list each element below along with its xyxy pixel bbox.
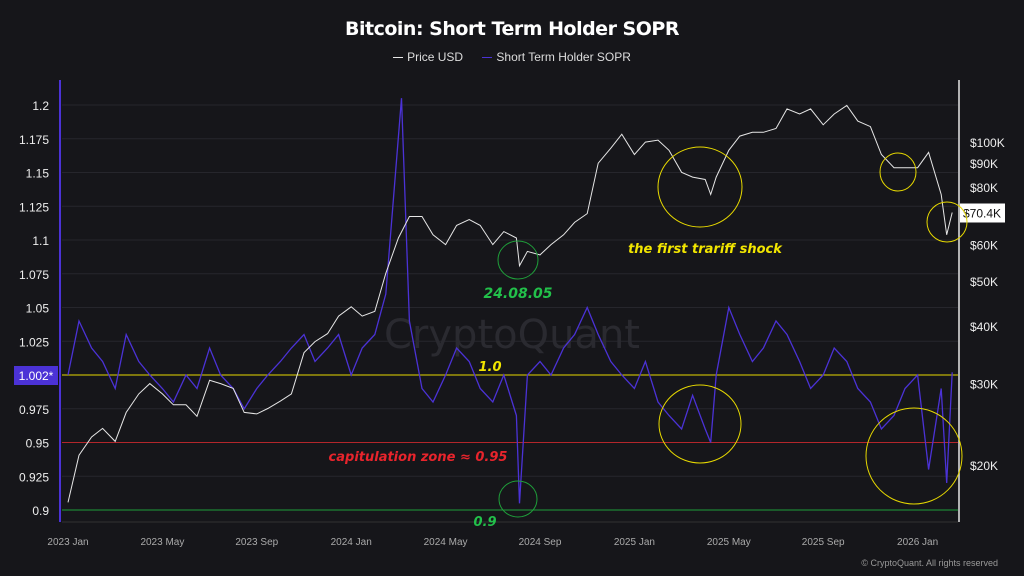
y-left-tick-label: 1.15 <box>26 167 50 181</box>
price-series-line <box>67 104 953 503</box>
legend-label: Price USD <box>407 50 464 64</box>
annotation-circle-aug-price <box>497 240 539 280</box>
y-left-tick-label: 1.2 <box>32 99 49 113</box>
y-right-tick-label: $100K <box>970 136 1005 150</box>
y-right-tick-label: $40K <box>970 320 998 334</box>
x-tick-label: 2024 Jan <box>331 537 372 548</box>
annotation-circle-aug-sopr <box>498 480 538 518</box>
annotation-circle-price-nov <box>879 152 917 192</box>
sopr-series-line <box>67 98 953 504</box>
y-left-tick-label: 1.175 <box>19 133 49 147</box>
legend-swatch <box>393 57 404 59</box>
x-tick-label: 2025 Jan <box>614 537 655 548</box>
y-left-tick-label: 1.125 <box>19 200 49 214</box>
x-tick-label: 2023 May <box>140 537 184 548</box>
y-left-tick-label: 1.025 <box>19 335 49 349</box>
chart-title: Bitcoin: Short Term Holder SOPR <box>345 18 679 40</box>
current-sopr-badge <box>14 366 58 385</box>
x-tick-label: 2025 Sep <box>802 537 845 548</box>
footer-copyright: © CryptoQuant. All rights reserved <box>861 558 998 568</box>
current-price-badge <box>960 203 1005 223</box>
reference-label-1-0: 1.0 <box>478 360 501 375</box>
y-right-tick-label: $60K <box>970 239 998 253</box>
x-tick-label: 2024 May <box>424 537 468 548</box>
x-tick-label: 2023 Jan <box>47 537 88 548</box>
y-right-tick-label: $50K <box>970 275 998 289</box>
reference-label-0-9: 0.9 <box>473 515 496 530</box>
y-left-tick-label: 0.925 <box>19 470 49 484</box>
y-right-tick-label: $80K <box>970 181 998 195</box>
annotation-date: 24.08.05 <box>483 286 552 302</box>
y-right-tick-label: $90K <box>970 157 998 171</box>
x-tick-label: 2026 Jan <box>897 537 938 548</box>
reference-label-capitulation: capitulation zone ≈ 0.95 <box>329 450 508 465</box>
watermark: CryptoQuant <box>384 312 640 358</box>
annotation-tariff: the first trariff shock <box>628 242 783 257</box>
current-price-label: $70.4K <box>963 206 1001 220</box>
y-left-tick-label: 0.9 <box>32 504 49 518</box>
annotation-circle-tariff-sopr <box>658 384 742 464</box>
annotation-circle-price-current <box>926 201 968 243</box>
y-left-tick-label: 0.975 <box>19 403 49 417</box>
x-tick-label: 2023 Sep <box>235 537 278 548</box>
legend: Price USD Short Term Holder SOPR <box>0 50 1024 64</box>
legend-item-price[interactable]: Price USD <box>393 50 463 64</box>
annotation-circle-tariff-price <box>657 146 743 228</box>
x-tick-label: 2025 May <box>707 537 751 548</box>
y-left-tick-label: 1.1 <box>32 234 49 248</box>
x-tick-label: 2024 Sep <box>519 537 562 548</box>
current-sopr-label: 1.002* <box>19 369 54 383</box>
y-right-tick-label: $30K <box>970 378 998 392</box>
annotation-circle-sopr-current <box>865 407 963 505</box>
legend-item-sopr[interactable]: Short Term Holder SOPR <box>482 50 631 64</box>
legend-label: Short Term Holder SOPR <box>496 50 631 64</box>
y-left-tick-label: 0.95 <box>26 437 50 451</box>
legend-swatch <box>482 57 493 59</box>
y-left-tick-label: 1.05 <box>26 302 50 316</box>
y-right-tick-label: $20K <box>970 459 998 473</box>
y-left-tick-label: 1.075 <box>19 268 49 282</box>
